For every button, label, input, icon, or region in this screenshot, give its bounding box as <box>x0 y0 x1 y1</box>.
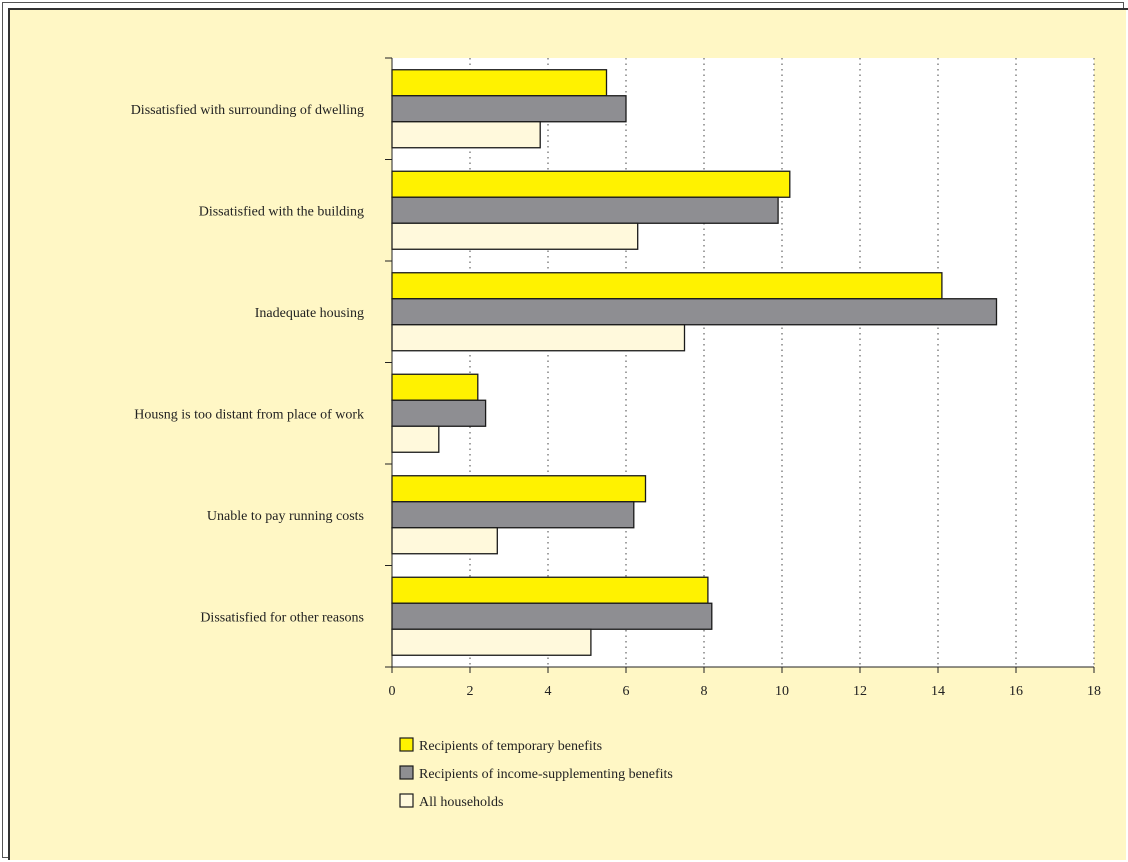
bar-3-category-4 <box>391 425 440 453</box>
legend: Recipients of temporary benefits Recipien… <box>399 737 673 810</box>
category-label: Dissatisfied with surrounding of dwellin… <box>131 103 364 118</box>
x-tick-label: 10 <box>775 684 789 699</box>
x-tick-label: 4 <box>545 684 552 699</box>
legend-label-1: Recipients of temporary benefits <box>419 739 602 754</box>
bar-3-category-6 <box>391 628 592 656</box>
category-label: Unable to pay running costs <box>207 509 364 524</box>
x-tick-label: 18 <box>1087 684 1101 699</box>
legend-label-2: Recipients of income-supplementing benef… <box>419 767 673 782</box>
category-label: Inadequate housing <box>255 306 364 321</box>
category-labels: Dissatisfied with surrounding of dwellin… <box>131 103 364 626</box>
legend-swatch-2 <box>399 765 414 780</box>
category-label: Dissatisfied for other reasons <box>200 610 364 625</box>
axes <box>385 57 1095 673</box>
bar-2-category-5 <box>391 501 635 529</box>
bar-2-category-6 <box>391 602 713 630</box>
chart-panel <box>8 8 1128 860</box>
bar-1-category-3 <box>391 272 943 300</box>
bar-1-category-5 <box>391 475 647 503</box>
bar-1-category-4 <box>391 373 479 401</box>
bar-1-category-1 <box>391 69 608 97</box>
x-tick-label: 12 <box>853 684 867 699</box>
bar-1-category-2 <box>391 170 791 198</box>
bar-2-category-3 <box>391 298 998 326</box>
bar-3-category-2 <box>391 222 639 250</box>
bar-3-category-5 <box>391 527 498 555</box>
legend-label-3: All households <box>419 795 503 810</box>
category-label: Housng is too distant from place of work <box>134 407 364 422</box>
x-tick-label: 2 <box>467 684 474 699</box>
bar-2-category-1 <box>391 95 627 123</box>
bar-3-category-3 <box>391 324 686 352</box>
x-tick-label: 14 <box>931 684 945 699</box>
x-tick-label: 6 <box>623 684 630 699</box>
x-tick-label: 16 <box>1009 684 1023 699</box>
category-label: Dissatisfied with the building <box>199 204 364 219</box>
plot-area <box>392 58 1094 667</box>
legend-swatch-1 <box>399 737 414 752</box>
x-tick-label: 8 <box>701 684 708 699</box>
x-tick-label: 0 <box>389 684 396 699</box>
gridlines <box>469 58 1095 667</box>
bar-3-category-1 <box>391 121 541 149</box>
x-tick-labels: 0 2 4 6 8 10 12 14 16 18 <box>389 684 1102 699</box>
bar-2-category-2 <box>391 196 779 224</box>
bar-1-category-6 <box>391 576 709 604</box>
bar-2-category-4 <box>391 399 487 427</box>
legend-swatch-3 <box>399 793 414 808</box>
